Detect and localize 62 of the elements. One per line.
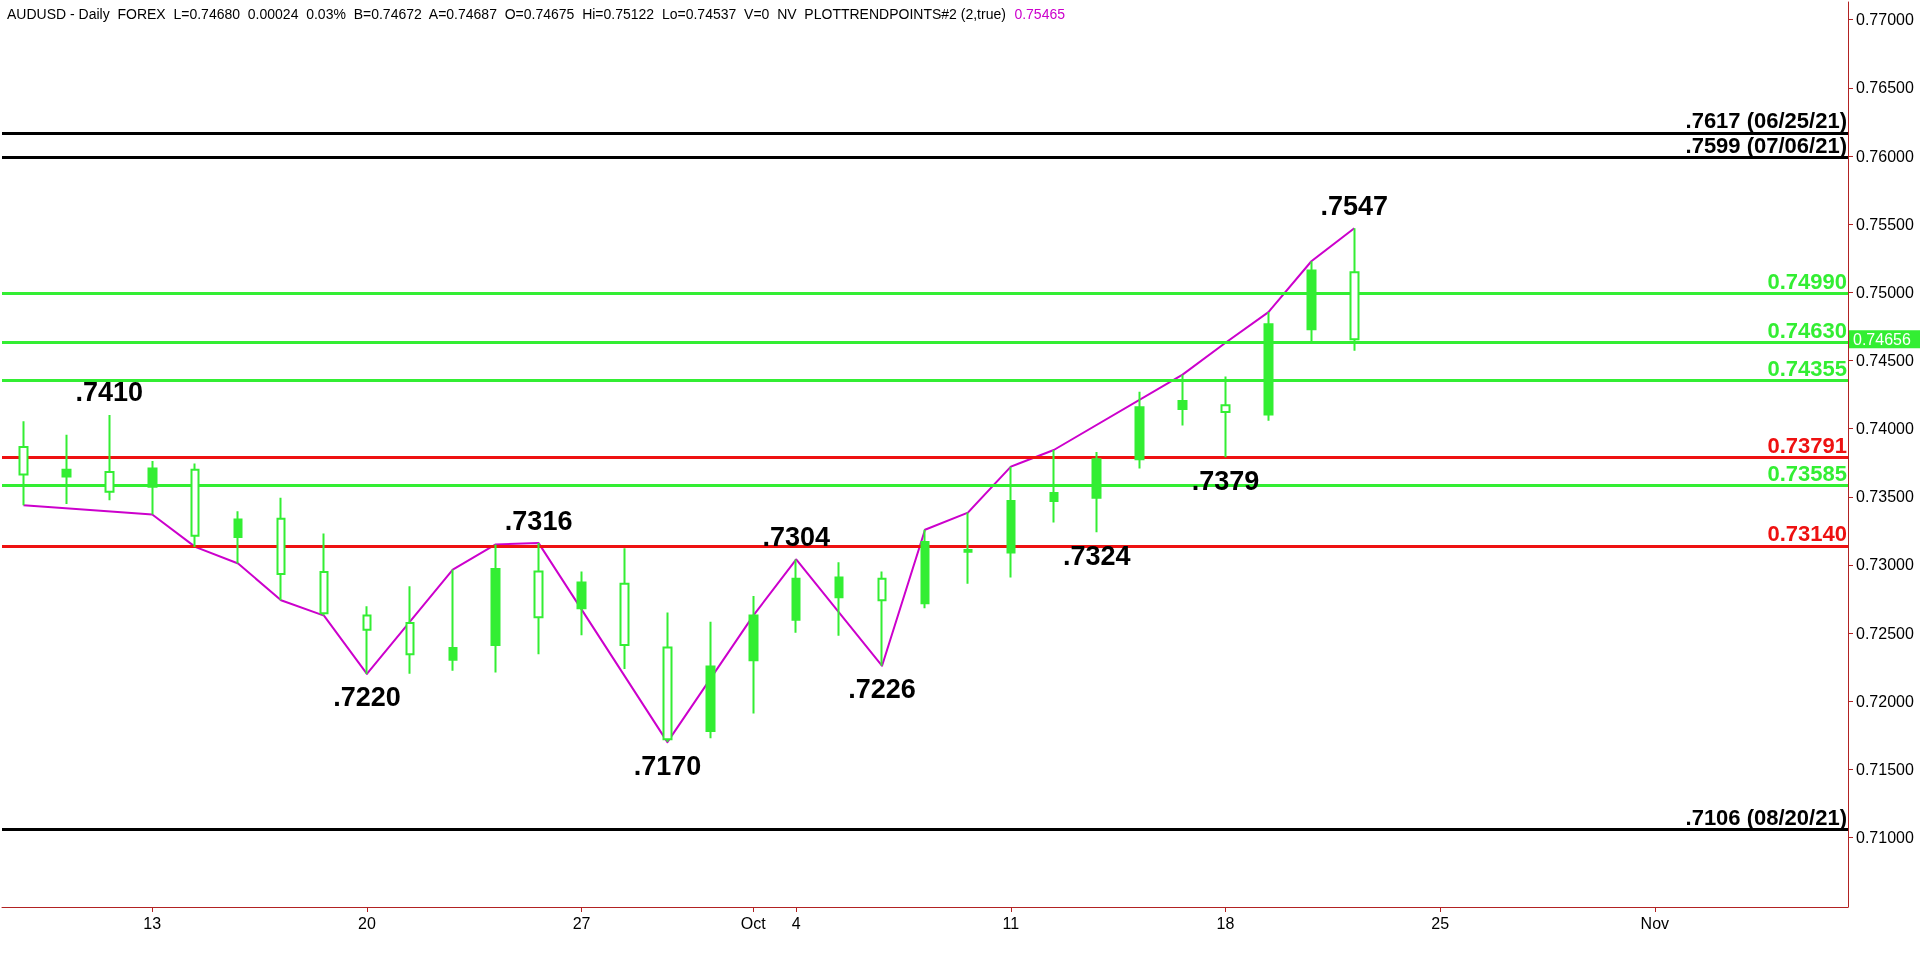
annotation: .7170 bbox=[633, 750, 702, 781]
ref-line-label: .7599 (07/06/21) bbox=[1685, 132, 1847, 158]
candlestick bbox=[448, 568, 458, 672]
annotation: .7547 bbox=[1320, 190, 1389, 221]
y-tick-label: 0.75500 bbox=[1856, 215, 1914, 233]
ref-line-label: 0.73140 bbox=[1767, 521, 1847, 547]
y-tick-label: 0.75000 bbox=[1856, 283, 1914, 301]
y-tick-label: 0.72500 bbox=[1856, 624, 1914, 642]
x-tick-label: 4 bbox=[791, 914, 801, 932]
candlestick bbox=[748, 594, 759, 715]
candlestick bbox=[490, 543, 501, 674]
ref-line-label: .7106 (08/20/21) bbox=[1685, 804, 1847, 830]
x-tick-label: 11 bbox=[1002, 914, 1020, 932]
x-tick-label: 13 bbox=[143, 914, 162, 932]
ref-line-label: .7617 (06/25/21) bbox=[1685, 108, 1847, 134]
y-tick-label: 0.71000 bbox=[1856, 828, 1914, 846]
y-tick-label: 0.72000 bbox=[1856, 692, 1914, 710]
annotation: .7220 bbox=[333, 682, 401, 713]
candlestick bbox=[1134, 390, 1145, 470]
y-tick-label: 0.76000 bbox=[1856, 147, 1914, 165]
candlestick bbox=[319, 532, 329, 617]
x-tick-label: 18 bbox=[1216, 914, 1235, 932]
candlestick bbox=[619, 547, 630, 670]
ref-line-label: 0.74355 bbox=[1767, 355, 1847, 381]
y-tick-label: 0.76500 bbox=[1856, 79, 1914, 97]
y-tick-label: 0.73500 bbox=[1856, 488, 1914, 506]
candlestick bbox=[662, 611, 673, 744]
candlestick bbox=[233, 510, 243, 565]
x-tick-label: Nov bbox=[1640, 914, 1670, 932]
annotation: .7304 bbox=[762, 521, 830, 552]
x-tick-label: 25 bbox=[1431, 914, 1450, 932]
ref-line-label: 0.73791 bbox=[1767, 432, 1847, 458]
candlestick bbox=[877, 570, 887, 667]
x-tick-label: Oct bbox=[740, 914, 767, 932]
candlestick bbox=[705, 620, 716, 740]
line-series bbox=[22, 227, 1356, 744]
ref-line-label: 0.73585 bbox=[1767, 460, 1847, 486]
chart-title: AUDUSD - Daily FOREX L=0.74680 0.00024 0.03% B=0.74672 A=0.74687 O=0.74675 Hi=0.75122 Lo=0.74537 V=0 NV PLOTTRENDPOINTS#2 (2,true) bbox=[7, 6, 1014, 22]
y-tick-label: 0.71500 bbox=[1856, 760, 1914, 778]
x-tick-label: 27 bbox=[572, 914, 591, 932]
annotation: .7410 bbox=[75, 377, 144, 408]
candlestick bbox=[362, 605, 372, 675]
y-tick-label: 0.73000 bbox=[1856, 556, 1914, 574]
ref-line-label: 0.74990 bbox=[1767, 269, 1847, 295]
candlestick bbox=[576, 570, 587, 637]
candlestick bbox=[963, 511, 973, 585]
text: 0.74656 bbox=[1853, 330, 1911, 348]
candlestick bbox=[791, 558, 801, 634]
annotation: 0.75465 bbox=[1014, 6, 1066, 22]
candlestick bbox=[276, 496, 286, 602]
annotation: .7226 bbox=[848, 674, 916, 705]
ref-line-label: 0.74630 bbox=[1767, 318, 1847, 344]
x-tick-label: 20 bbox=[358, 914, 376, 932]
y-tick-label: 0.74000 bbox=[1856, 420, 1914, 438]
candlestick bbox=[405, 585, 415, 675]
y-tick-label: 0.77000 bbox=[1856, 11, 1914, 29]
annotation: .7316 bbox=[504, 505, 573, 536]
candlestick bbox=[920, 528, 930, 610]
candlestick bbox=[834, 561, 844, 637]
candlestick bbox=[533, 542, 544, 656]
annotation: .7324 bbox=[1062, 540, 1131, 571]
y-tick-label: 0.74500 bbox=[1856, 351, 1914, 369]
